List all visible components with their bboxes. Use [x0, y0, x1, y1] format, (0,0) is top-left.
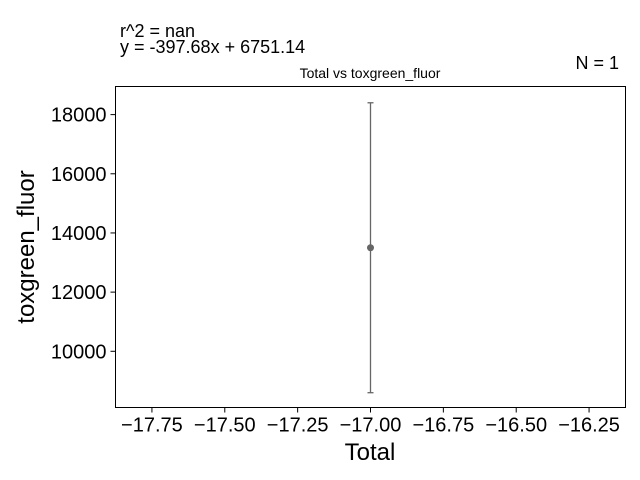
- y-tick-label: 12000: [51, 282, 107, 304]
- y-tick-label: 10000: [51, 341, 107, 363]
- x-tick-label: −17.75: [121, 415, 183, 437]
- y-tick-label: 18000: [51, 105, 107, 127]
- chart-title: Total vs toxgreen_fluor: [300, 65, 441, 81]
- sample-count-annotation: N = 1: [575, 53, 619, 73]
- regression-equation-annotation: y = -397.68x + 6751.14: [120, 37, 305, 57]
- r-squared-annotation: r^2 = nan: [120, 21, 195, 41]
- x-tick-label: −16.75: [412, 415, 474, 437]
- x-tick-label: −17.25: [267, 415, 329, 437]
- data-marks: [367, 102, 374, 394]
- data-point: [367, 244, 374, 252]
- x-tick-label: −16.25: [558, 415, 620, 437]
- y-tick-label: 16000: [51, 164, 107, 186]
- x-tick-label: −16.50: [485, 415, 547, 437]
- x-tick-label: −17.50: [194, 415, 256, 437]
- y-tick-label: 14000: [51, 223, 107, 245]
- y-axis: 10000 12000 14000 16000 18000: [51, 105, 116, 363]
- y-axis-label: toxgreen_fluor: [13, 170, 40, 323]
- x-axis-label: Total: [345, 439, 396, 466]
- x-axis: −17.75 −17.50 −17.25 −17.00 −16.75 −16.50 −16.…: [121, 407, 620, 437]
- x-tick-label: −17.00: [340, 415, 402, 437]
